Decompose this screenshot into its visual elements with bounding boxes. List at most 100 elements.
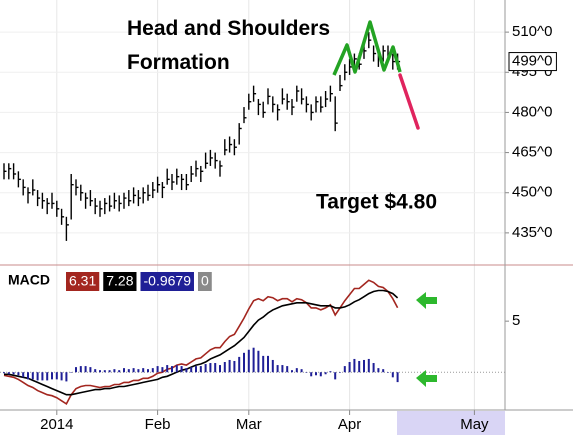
x-tick-label: 2014 [40,416,73,433]
annotation: Target $4.80 [316,191,437,214]
histogram-bar [339,372,341,373]
histogram-bar [3,372,5,374]
histogram-bar [108,370,111,373]
histogram-bar [223,362,226,373]
histogram-bar [75,367,77,373]
histogram-bar [199,366,202,373]
histogram-bar [60,372,63,381]
histogram-bar [377,368,380,373]
histogram-bar [219,365,221,373]
histogram-bar [252,347,255,373]
histogram-bar [156,366,159,373]
histogram-bar [324,372,327,375]
histogram-bar [348,362,351,373]
histogram-bar [113,369,116,373]
histogram-bar [343,366,346,373]
histogram-bar [151,368,154,373]
histogram-bar [315,372,317,376]
pattern-outline [332,20,402,76]
x-tick-label: Mar [236,416,262,433]
histogram-bar [286,366,289,373]
y-tick-label: 435^0 [512,224,552,241]
histogram-bar [99,370,101,373]
histogram-bar [103,370,106,373]
macd-line [4,289,399,396]
y-tick-label: 5 [512,312,520,329]
histogram-bar [94,369,97,373]
legend-value: 7.28 [106,273,133,289]
histogram-bar [41,372,44,381]
y-tick-label: 450^0 [512,184,552,201]
histogram-bar [295,368,298,373]
histogram-bar [262,355,265,373]
x-tick-label: Feb [145,416,171,433]
histogram-bar [84,366,87,373]
histogram-bar [396,372,399,383]
histogram-bar [89,367,92,373]
legend: 6.31 7.28 -0.9679 0 [66,272,212,291]
histogram-bar [12,372,15,375]
histogram-bar [118,370,121,373]
histogram-bar [238,356,241,373]
histogram-bar [204,364,207,373]
histogram-bar [142,368,145,373]
histogram-bar [353,358,356,373]
last-price-box [508,52,557,72]
histogram-bar [180,366,183,373]
arrow [416,370,437,387]
histogram-bar [334,372,337,380]
histogram-bar [123,368,125,373]
legend-box [103,272,137,291]
histogram-bar [132,368,135,373]
histogram-bar [17,372,20,376]
histogram-bar [55,372,58,380]
histogram-bar [79,366,82,373]
grid [0,0,509,415]
histogram-bar [391,372,394,378]
histogram-bar [291,370,293,373]
histogram-bar [65,372,68,382]
histogram-bar [267,355,269,373]
histogram-bar [387,372,389,373]
histogram-bar [271,359,274,373]
projection-line [398,73,420,130]
histogram-bar [300,369,303,373]
histogram-bar [358,360,361,373]
histogram-bar [243,352,245,373]
histogram-bar [137,369,140,373]
histogram-bar [276,365,279,373]
legend-value: 6.31 [69,273,96,289]
histogram-bar [257,350,260,373]
histogram-bar [209,363,212,373]
histogram-bar [372,363,375,373]
histogram-bar [70,372,73,373]
histogram-bar [363,359,365,373]
y-tick-label: 510^0 [512,23,552,40]
chart-title: Head and Shoulders Formation [127,17,331,74]
y-tick-label: 480^0 [512,103,552,120]
macd-line [3,279,399,406]
histogram-bar [214,363,217,373]
histogram-bar [247,349,250,373]
legend-value: 0 [201,273,209,289]
histogram-bar [195,366,197,373]
x-tick-label: Apr [338,416,361,433]
histogram-bar [305,372,308,373]
legend-box [66,272,100,291]
histogram-bar [329,371,332,373]
histogram-bar [7,372,10,375]
histogram-bar [147,369,149,373]
y-tick-label: 465^0 [512,144,552,161]
histogram-bar [36,372,39,381]
histogram-bar [166,365,169,373]
last-price-label: 499^0 [512,53,552,70]
arrow [416,292,437,309]
histogram-bar [233,360,236,373]
legend-box [140,272,194,291]
histogram-bar [31,372,34,380]
histogram-bar [46,372,49,381]
marks [3,32,401,406]
x-tick-label: May [460,416,489,433]
